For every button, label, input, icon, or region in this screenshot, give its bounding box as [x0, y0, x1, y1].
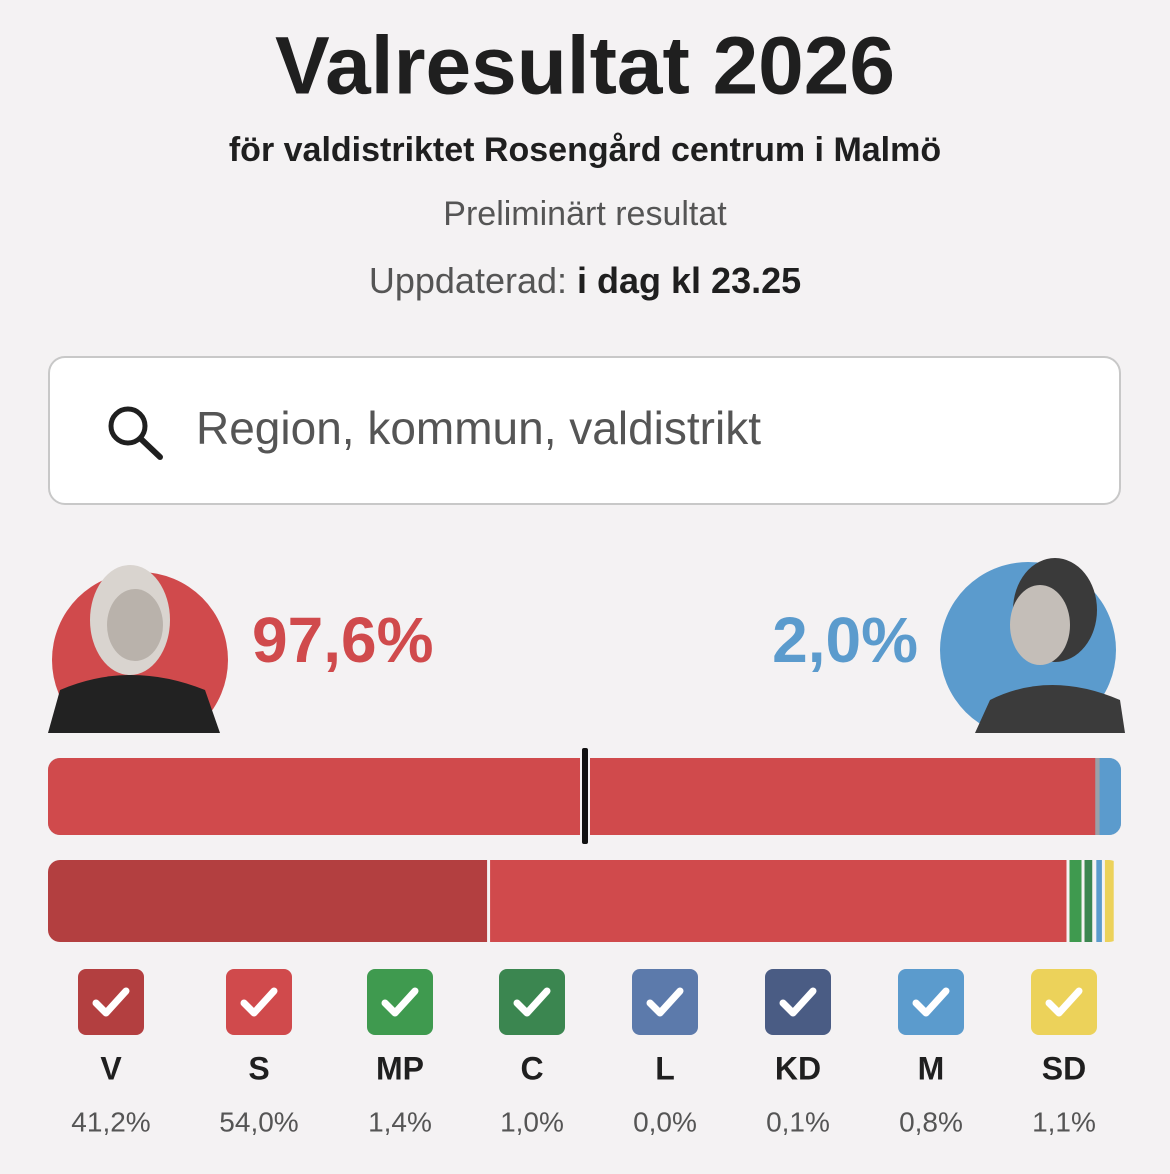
party-segment: [1104, 860, 1114, 942]
party-percent: 1,0%: [500, 1106, 564, 1137]
status: Preliminärt resultat: [443, 195, 727, 233]
search-icon: [108, 406, 148, 446]
search-field[interactable]: [48, 356, 1121, 505]
party-name: S: [248, 1050, 269, 1086]
party-segment: [490, 860, 1067, 942]
party-segment: [1069, 860, 1082, 942]
bloc-segment: [1099, 758, 1121, 835]
bloc-right-label: 2,0%: [772, 604, 918, 676]
party-percent: 1,1%: [1032, 1106, 1096, 1137]
updated-value: i dag kl 23.25: [577, 260, 801, 301]
party-percent: 0,0%: [633, 1106, 697, 1137]
party-checkbox[interactable]: [1031, 969, 1097, 1035]
subtitle: för valdistriktet Rosengård centrum i Ma…: [229, 131, 941, 169]
party-percent: 0,8%: [899, 1106, 963, 1137]
party-name: M: [918, 1050, 945, 1086]
portrait-face: [1010, 585, 1070, 665]
party-name: MP: [376, 1050, 424, 1086]
portrait-left: [48, 565, 228, 733]
check-icon: [779, 987, 817, 1017]
check-icon: [381, 987, 419, 1017]
title: Valresultat 2026: [275, 21, 895, 112]
check-icon: [646, 987, 684, 1017]
majority-line: [580, 746, 590, 846]
party-checkbox[interactable]: [898, 969, 964, 1035]
party-checkbox[interactable]: [632, 969, 698, 1035]
check-icon: [240, 987, 278, 1017]
party-name: C: [520, 1050, 543, 1086]
party-segment: [1096, 860, 1102, 942]
updated: Uppdaterad: i dag kl 23.25: [369, 260, 801, 301]
party-segment: [1084, 860, 1093, 942]
search-icon-handle: [138, 436, 163, 460]
party-segment: [48, 860, 488, 942]
check-icon: [1045, 987, 1083, 1017]
party-name: V: [100, 1050, 122, 1086]
party-name: KD: [775, 1050, 821, 1086]
portrait-body: [48, 675, 220, 733]
updated-label: Uppdaterad:: [369, 260, 567, 301]
bloc-left-label: 97,6%: [252, 604, 433, 676]
party-checkbox[interactable]: [765, 969, 831, 1035]
check-icon: [912, 987, 950, 1017]
party-percent: 0,1%: [766, 1106, 830, 1137]
party-checkbox[interactable]: [499, 969, 565, 1035]
party-name: SD: [1042, 1050, 1086, 1086]
check-icon: [92, 987, 130, 1017]
search-placeholder: Region, kommun, valdistrikt: [196, 402, 761, 454]
party-checkbox[interactable]: [367, 969, 433, 1035]
check-icon: [513, 987, 551, 1017]
portrait-body: [975, 685, 1125, 733]
party-checkbox[interactable]: [226, 969, 292, 1035]
party-checkbox[interactable]: [78, 969, 144, 1035]
party-percent: 54,0%: [219, 1106, 298, 1137]
party-percent: 1,4%: [368, 1106, 432, 1137]
party-bar: [48, 860, 1114, 942]
party-name: L: [655, 1050, 675, 1086]
bloc-segment: [48, 758, 1096, 835]
portrait-face: [107, 589, 163, 661]
search-box[interactable]: Region, kommun, valdistrikt: [48, 356, 1121, 505]
party-percent: 41,2%: [71, 1106, 150, 1137]
portrait-right: [940, 558, 1125, 733]
